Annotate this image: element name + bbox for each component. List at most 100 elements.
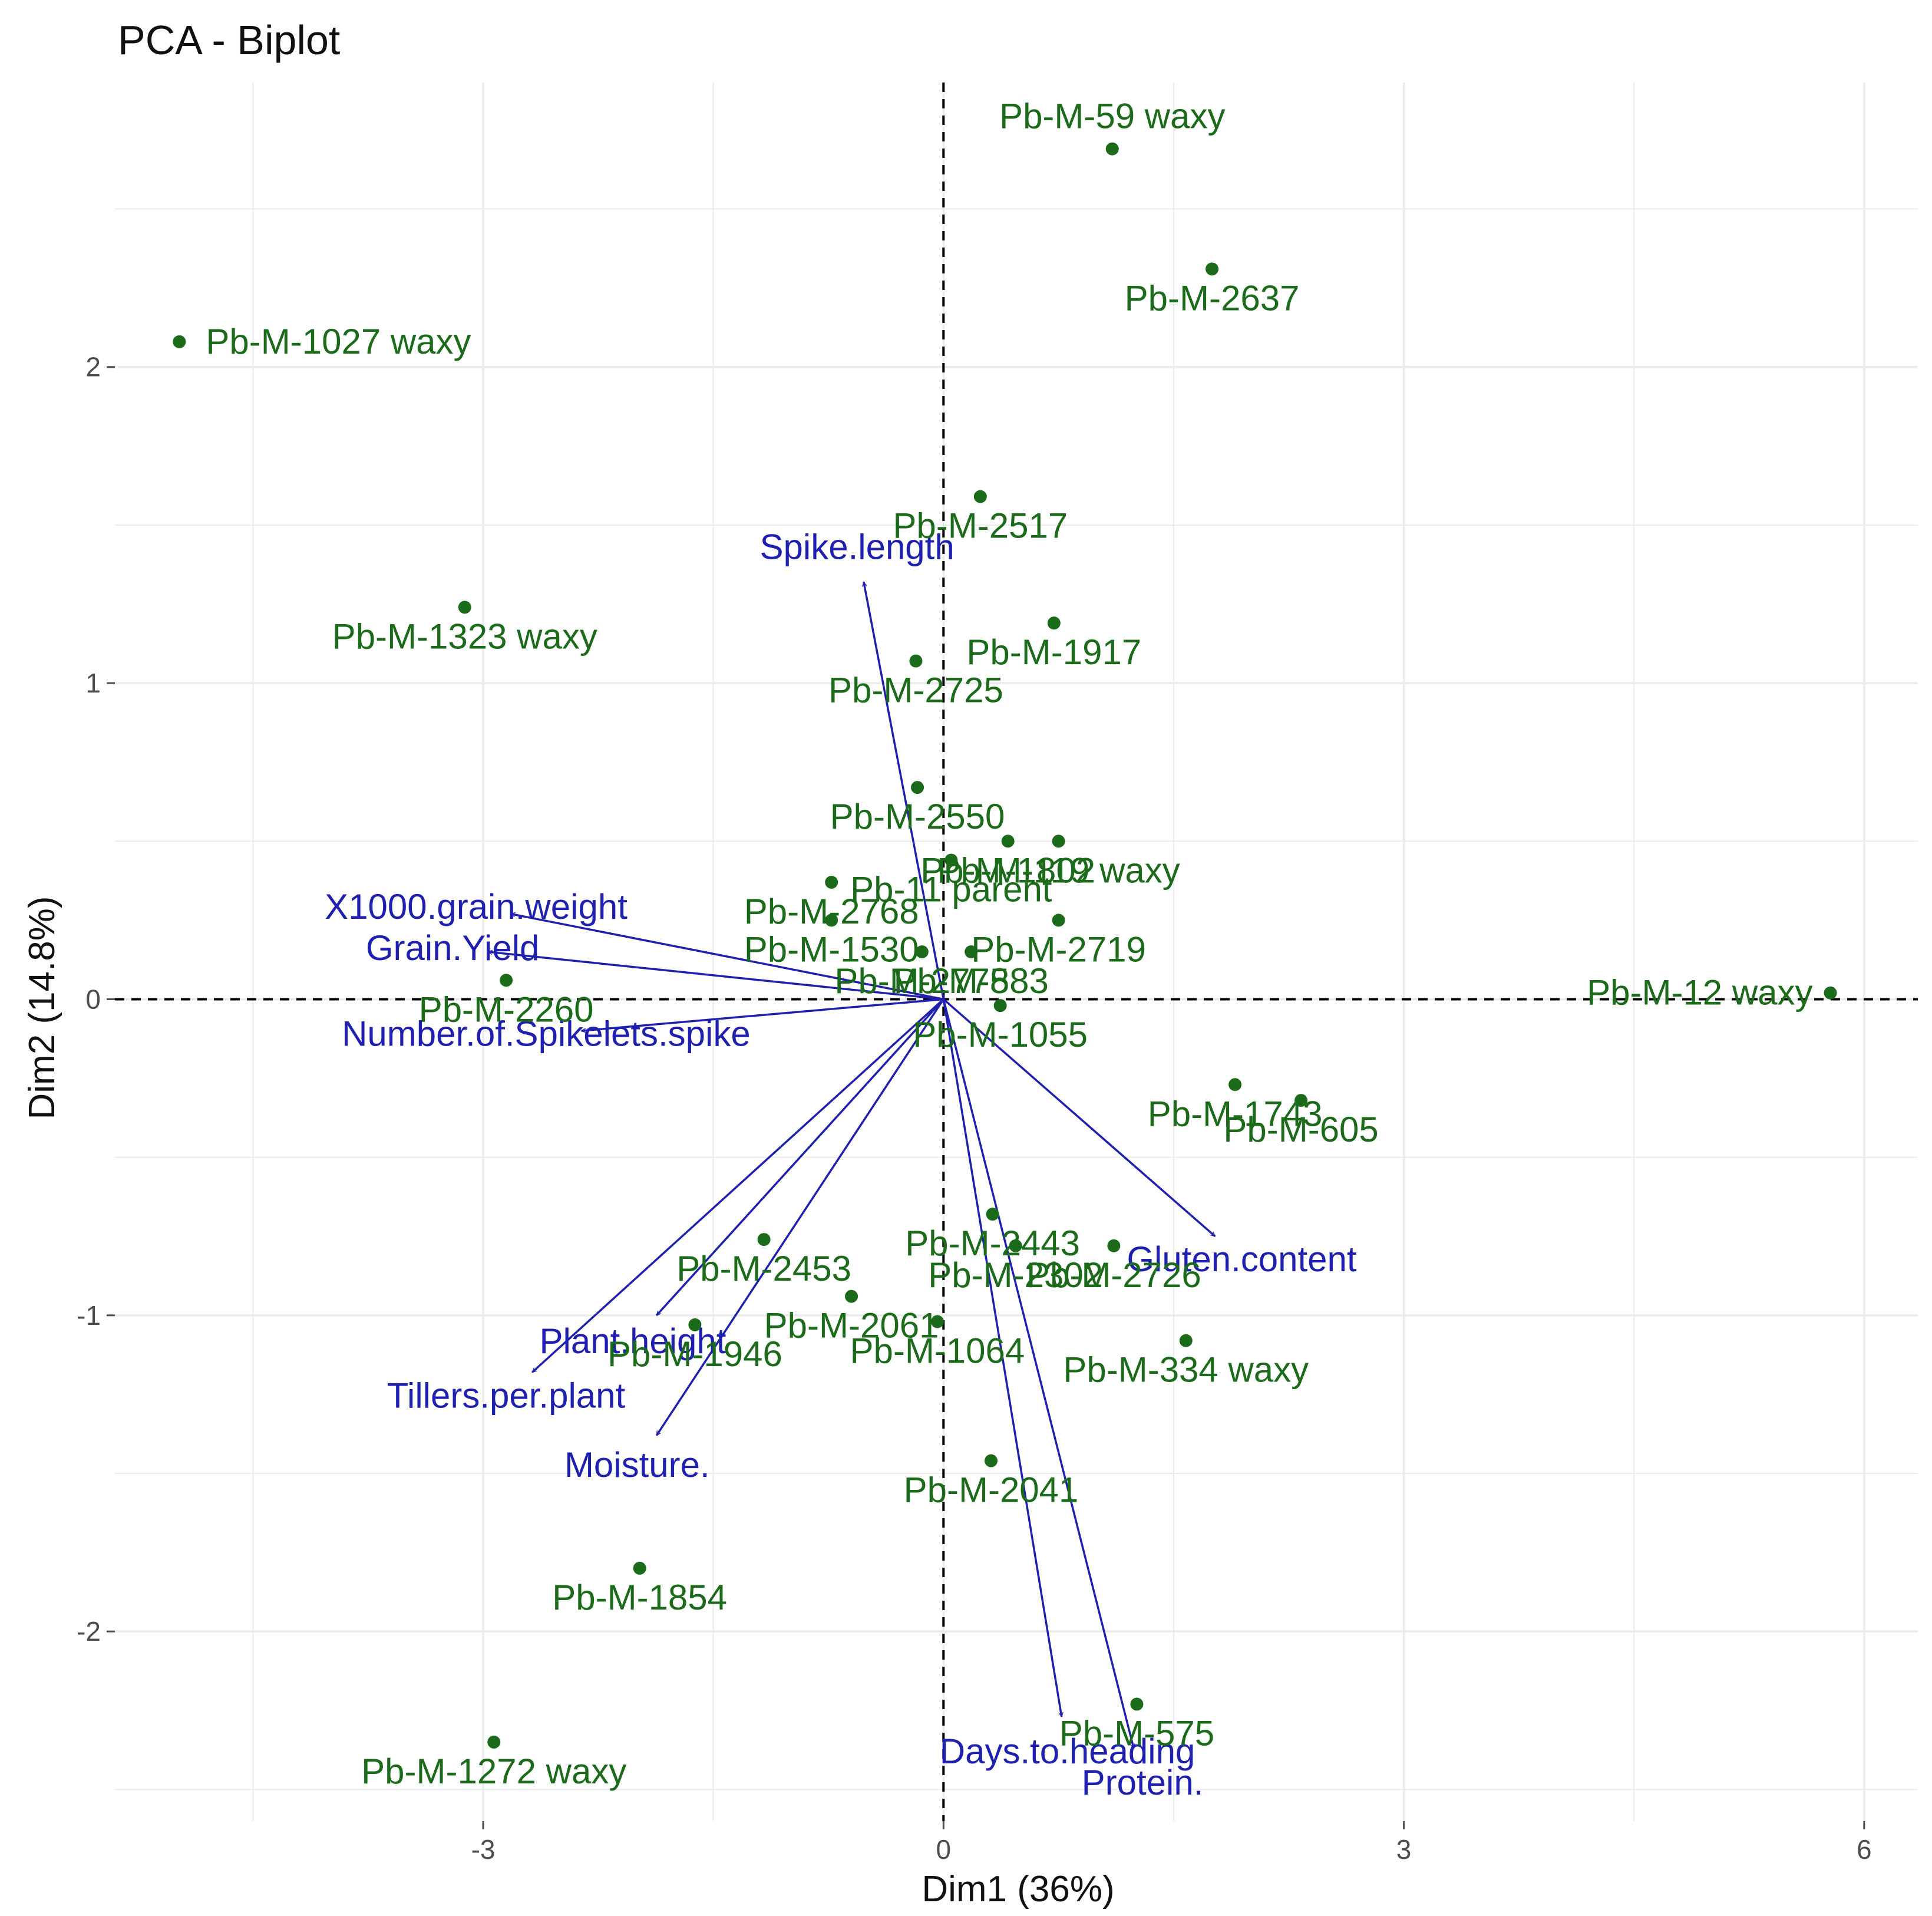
variable-arrow-tillers-per-plant	[531, 998, 944, 1373]
observation-label-pb-m-1055: Pb-M-1055	[913, 1015, 1088, 1054]
observation-point-pb-m-583	[965, 945, 978, 958]
observation-point-pb-m-2302	[1009, 1239, 1022, 1252]
observation-label-pb-m-2453: Pb-M-2453	[676, 1249, 851, 1288]
observation-label-pb-m-119-waxy: Pb-M-119 waxy	[937, 850, 1180, 890]
variable-arrow-days-to-heading	[942, 999, 1062, 1717]
x-tick-label: -3	[471, 1834, 496, 1865]
observation-point-pb-m-1323-waxy	[458, 601, 471, 614]
observation-point-pb-m-1027-waxy	[173, 335, 186, 348]
variable-label-tillers-per-plant: Tillers.per.plant	[387, 1376, 626, 1416]
variable-label-number-of-spikelets-spike: Number.of.Spikelets.spike	[342, 1014, 751, 1053]
observation-label-pb-m-59-waxy: Pb-M-59 waxy	[999, 97, 1225, 136]
chart-title: PCA - Biplot	[118, 17, 340, 63]
observation-label-pb-m-2725: Pb-M-2725	[828, 671, 1003, 710]
observation-point-pb-m-2061	[845, 1290, 858, 1303]
observation-point-pb-m-2517	[973, 490, 987, 503]
axis-ticks: -3 0 3 6 -2 -1 0 1 2	[77, 352, 1872, 1865]
observation-point-pb-m-2260	[500, 974, 513, 987]
variable-label-protein: Protein.	[1082, 1763, 1204, 1802]
observation-point-pb-m-12-waxy	[1824, 986, 1837, 1000]
observation-point-pb-m-2637	[1206, 262, 1219, 276]
variable-arrow-x1000-grain-weight	[511, 914, 944, 1001]
observation-point-pb-11-parent	[944, 853, 958, 867]
observation-label-pb-m-575: Pb-M-575	[1059, 1714, 1214, 1753]
observation-point-pb-m-1854	[633, 1561, 646, 1575]
variable-label-days-to-heading: Days.to.heading	[940, 1732, 1195, 1771]
observation-point-pb-m-2453	[757, 1233, 771, 1246]
observation-point-pb-m-1064	[930, 1315, 944, 1328]
observation-point-pb-m-2768	[825, 876, 838, 889]
observation-label-pb-m-2637: Pb-M-2637	[1125, 278, 1300, 318]
variable-label-moisture: Moisture.	[564, 1445, 710, 1485]
y-tick-label: 2	[85, 352, 101, 382]
observation-label-pb-m-1854: Pb-M-1854	[552, 1578, 727, 1617]
observation-label-pb-m-605: Pb-M-605	[1223, 1110, 1378, 1149]
observation-point-pb-m-2719	[1052, 914, 1065, 927]
observation-label-pb-m-1272-waxy: Pb-M-1272 waxy	[361, 1752, 626, 1791]
observation-label-pb-m-2041: Pb-M-2041	[904, 1470, 1079, 1510]
observation-label-pb-m-2443: Pb-M-2443	[905, 1224, 1080, 1263]
observation-label-pb-m-2302: Pb-M-2302	[928, 1255, 1103, 1295]
observation-label-pb-m-334-waxy: Pb-M-334 waxy	[1063, 1350, 1309, 1390]
observation-point-pb-m-1743	[1228, 1078, 1242, 1091]
observation-point-pb-m-1946	[688, 1318, 702, 1331]
observation-point-pb-m-59-waxy	[1105, 142, 1119, 156]
observation-label-pb-m-2260: Pb-M-2260	[419, 990, 594, 1029]
observation-label-pb-m-12-waxy: Pb-M-12 waxy	[1587, 973, 1812, 1013]
observation-label-pb-m-1530: Pb-M-1530	[744, 929, 919, 969]
observation-label-pb-m-583: Pb-M-583	[893, 961, 1048, 1001]
observation-point-pb-m-334-waxy	[1179, 1334, 1193, 1347]
y-tick-label: -1	[77, 1300, 101, 1331]
variable-arrow-protein	[942, 999, 1134, 1748]
observation-point-pb-m-575	[1130, 1697, 1144, 1711]
observation-label-pb-11-parent: Pb-11 parent	[850, 869, 1052, 909]
variable-label-spike-length: Spike.length	[759, 527, 954, 567]
variable-arrow-spike-length	[864, 582, 945, 1000]
observation-label-pb-m-2517: Pb-M-2517	[893, 506, 1068, 546]
observation-points: Pb-M-59 waxy Pb-M-2637 Pb-M-1027 waxy Pb-M-…	[173, 97, 1837, 1791]
y-axis-title: Dim2 (14.8%)	[22, 896, 62, 1120]
x-tick-label: 6	[1857, 1834, 1872, 1865]
observation-label-pb-m-1946: Pb-M-1946	[607, 1334, 782, 1374]
variable-arrow-number-of-spikelets-spike	[582, 998, 944, 1031]
variable-arrow-gluten-content	[943, 998, 1216, 1238]
variable-label-x1000-grain-weight: X1000.grain.weight	[325, 887, 628, 926]
observation-label-pb-m-2719: Pb-M-2719	[971, 929, 1146, 969]
y-tick-label: 1	[85, 668, 101, 698]
x-axis-title: Dim1 (36%)	[922, 1869, 1114, 1910]
observation-point-pb-m-1917	[1047, 616, 1061, 630]
observation-label-pb-m-1323-waxy: Pb-M-1323 waxy	[332, 616, 597, 656]
observation-point-pb-m-605	[1294, 1094, 1308, 1107]
observation-point-pb-m-1272-waxy	[487, 1735, 501, 1749]
variable-arrows: Spike.length X1000.grain.weightGrain.Yiel…	[325, 527, 1357, 1802]
observation-point-pb-m-2443	[986, 1208, 999, 1221]
observation-point-pb-m-1530	[825, 914, 838, 927]
observation-point-pb-m-119-waxy	[1052, 835, 1065, 848]
observation-point-pb-m-1802	[1001, 835, 1015, 848]
variable-label-gluten-content: Gluten.content	[1127, 1239, 1357, 1279]
observation-point-pb-m-1055	[993, 999, 1007, 1013]
observation-label-pb-m-2550: Pb-M-2550	[830, 797, 1005, 836]
y-tick-label: 0	[85, 984, 101, 1014]
variable-label-grain-yield: Grain.Yield	[366, 928, 540, 968]
reference-lines	[115, 83, 1918, 1821]
observation-label-pb-m-2726: Pb-M-2726	[1026, 1255, 1201, 1295]
observation-label-pb-m-2778: Pb-M-2778	[834, 961, 1009, 1001]
observation-point-pb-m-2726	[1107, 1239, 1121, 1252]
x-tick-label: 3	[1396, 1834, 1412, 1865]
observation-point-pb-m-2550	[911, 781, 924, 794]
observation-label-pb-m-1917: Pb-M-1917	[966, 632, 1141, 672]
variable-arrow-plant-height	[656, 998, 944, 1316]
observation-label-pb-m-1743: Pb-M-1743	[1148, 1094, 1323, 1133]
variable-arrow-grain-yield	[488, 952, 944, 1001]
observation-label-pb-m-1064: Pb-M-1064	[850, 1331, 1025, 1371]
x-tick-label: 0	[936, 1834, 952, 1865]
observation-point-pb-m-2041	[985, 1454, 998, 1467]
observation-point-pb-m-2725	[909, 654, 923, 668]
variable-arrow-moisture	[655, 998, 944, 1435]
y-tick-label: -2	[77, 1616, 101, 1647]
observation-point-pb-m-2778	[915, 945, 929, 958]
observation-label-pb-m-2061: Pb-M-2061	[764, 1306, 939, 1346]
